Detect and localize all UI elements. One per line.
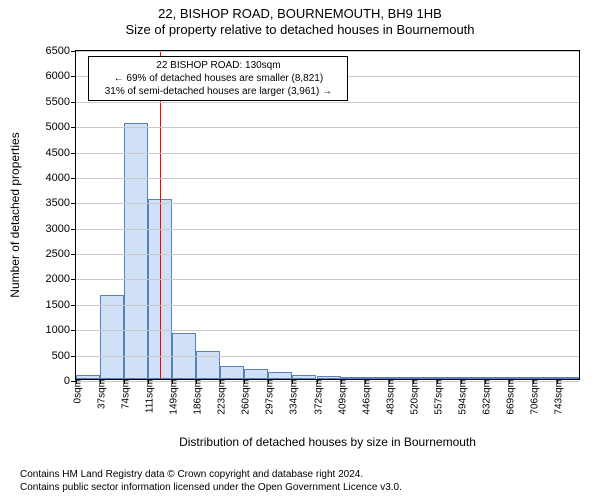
xtick-label: 149sqm xyxy=(165,379,180,415)
xtick-label: 557sqm xyxy=(429,379,444,415)
xtick-label: 223sqm xyxy=(213,379,228,415)
chart-title-line2: Size of property relative to detached ho… xyxy=(0,22,600,38)
xtick-label: 743sqm xyxy=(550,379,565,415)
ytick-label: 5500 xyxy=(46,96,76,108)
xtick-label: 334sqm xyxy=(285,379,300,415)
ytick-label: 3500 xyxy=(46,197,76,209)
xtick-label: 669sqm xyxy=(502,379,517,415)
footer-attribution: Contains HM Land Registry data © Crown c… xyxy=(20,468,402,494)
annotation-line: 22 BISHOP ROAD: 130sqm xyxy=(93,59,343,72)
xtick-label: 111sqm xyxy=(140,379,155,413)
x-axis-title: Distribution of detached houses by size … xyxy=(75,435,580,449)
xtick-label: 0sqm xyxy=(69,379,84,403)
gridline xyxy=(76,102,579,103)
xtick-label: 260sqm xyxy=(237,379,252,415)
annotation-box: 22 BISHOP ROAD: 130sqm← 69% of detached … xyxy=(88,56,348,101)
gridline xyxy=(76,279,579,280)
gridline xyxy=(76,330,579,331)
footer-line1: Contains HM Land Registry data © Crown c… xyxy=(20,468,402,481)
histogram-bar xyxy=(268,372,292,379)
ytick-label: 4500 xyxy=(46,147,76,159)
ytick-label: 6500 xyxy=(46,45,76,57)
ytick-label: 6000 xyxy=(46,70,76,82)
gridline xyxy=(76,203,579,204)
xtick-label: 297sqm xyxy=(261,379,276,415)
xtick-label: 409sqm xyxy=(333,379,348,415)
gridline xyxy=(76,153,579,154)
xtick-label: 372sqm xyxy=(309,379,324,415)
gridline xyxy=(76,305,579,306)
gridline xyxy=(76,254,579,255)
annotation-line: 31% of semi-detached houses are larger (… xyxy=(93,85,343,98)
histogram-plot-area: 0500100015002000250030003500400045005000… xyxy=(75,50,580,380)
gridline xyxy=(76,127,579,128)
xtick-label: 74sqm xyxy=(116,379,131,409)
xtick-label: 446sqm xyxy=(357,379,372,415)
xtick-label: 186sqm xyxy=(189,379,204,415)
gridline xyxy=(76,51,579,52)
chart-title-line1: 22, BISHOP ROAD, BOURNEMOUTH, BH9 1HB xyxy=(0,6,600,22)
ytick-label: 500 xyxy=(52,350,76,362)
ytick-label: 2000 xyxy=(46,273,76,285)
histogram-bar xyxy=(124,123,148,379)
annotation-line: ← 69% of detached houses are smaller (8,… xyxy=(93,72,343,85)
xtick-label: 594sqm xyxy=(453,379,468,415)
histogram-bar xyxy=(100,295,124,379)
ytick-label: 1500 xyxy=(46,299,76,311)
gridline xyxy=(76,356,579,357)
xtick-label: 706sqm xyxy=(526,379,541,415)
histogram-bar xyxy=(244,369,268,379)
xtick-label: 37sqm xyxy=(92,379,107,409)
xtick-label: 483sqm xyxy=(381,379,396,415)
histogram-bar xyxy=(220,366,244,379)
y-axis-title: Number of detached properties xyxy=(8,132,22,297)
footer-line2: Contains public sector information licen… xyxy=(20,481,402,494)
ytick-label: 4000 xyxy=(46,172,76,184)
xtick-label: 520sqm xyxy=(405,379,420,415)
gridline xyxy=(76,178,579,179)
xtick-label: 632sqm xyxy=(478,379,493,415)
ytick-label: 3000 xyxy=(46,223,76,235)
ytick-label: 2500 xyxy=(46,248,76,260)
ytick-label: 1000 xyxy=(46,324,76,336)
chart-titles: 22, BISHOP ROAD, BOURNEMOUTH, BH9 1HB Si… xyxy=(0,0,600,39)
gridline xyxy=(76,229,579,230)
ytick-label: 5000 xyxy=(46,121,76,133)
